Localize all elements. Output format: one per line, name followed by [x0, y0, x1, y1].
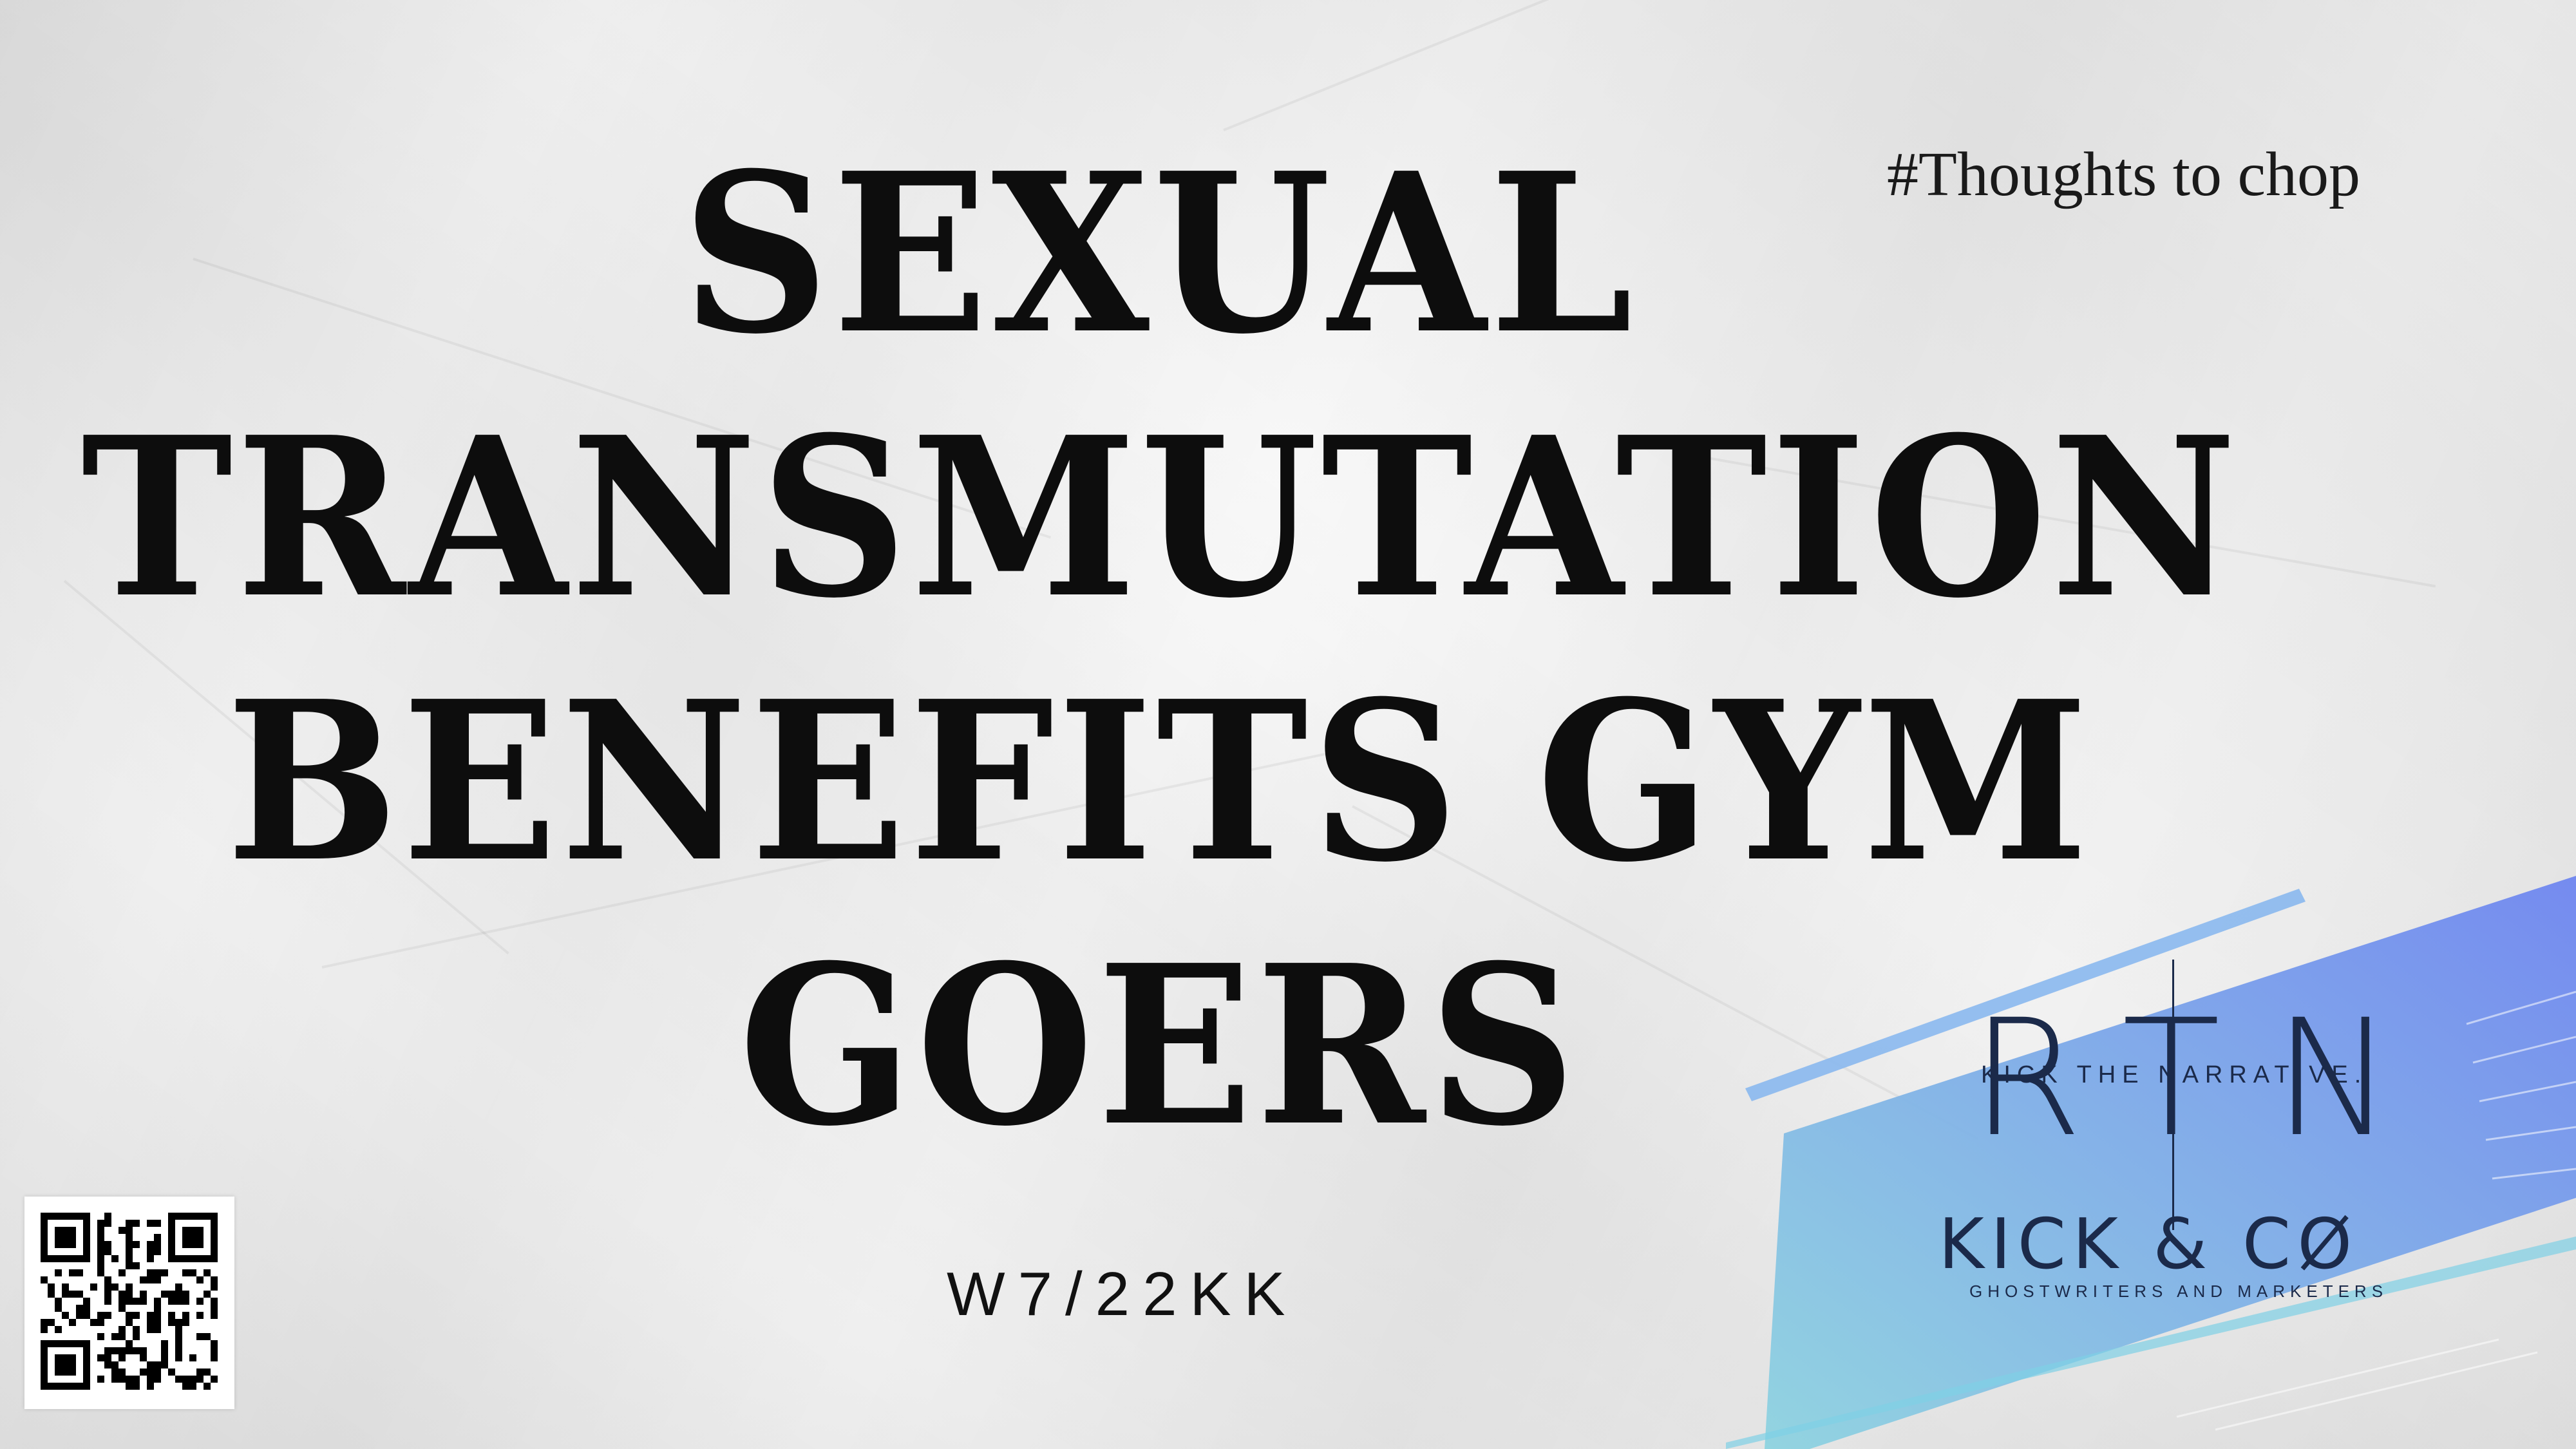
headline-line-3: BENEFITS GYM [226, 654, 2092, 911]
badge-band [1765, 876, 2576, 1449]
paper-crease [1223, 0, 1941, 131]
badge-line-pattern [2176, 990, 2576, 1431]
qr-code-graphic [41, 1213, 218, 1390]
brand-badge [1726, 876, 2576, 1449]
qr-code-icon [24, 1197, 234, 1409]
brand-tagline: GHOSTWRITERS AND MARKETERS [1969, 1282, 2389, 1301]
rtn-divider [2172, 960, 2174, 1230]
brand-name: KICK & CØ [1938, 1204, 2359, 1285]
post-code: W7/22KK [947, 1260, 1298, 1329]
headline-line-1: SEXUAL [682, 126, 1636, 383]
rtn-letter-t: T [2122, 985, 2221, 1172]
rtn-logo: R T N KICK THE NARRATIVE. [1971, 960, 2396, 1230]
rtn-tagline: KICK THE NARRATIVE. [1981, 1061, 2368, 1088]
rtn-letter-r: R [1971, 985, 2083, 1172]
badge-graphic [1726, 876, 2576, 1449]
headline-line-2: TRANSMUTATION [81, 390, 2240, 647]
hashtag-label: #Thoughts to chop [1887, 140, 2360, 209]
badge-stripe [1745, 889, 2306, 1101]
headline: SEXUAL TRANSMUTATION BENEFITS GYM GOERS [81, 122, 2237, 1179]
rtn-letter-n: N [2273, 985, 2394, 1172]
badge-stripe [1726, 1236, 2576, 1449]
headline-line-4: GOERS [739, 918, 1580, 1175]
